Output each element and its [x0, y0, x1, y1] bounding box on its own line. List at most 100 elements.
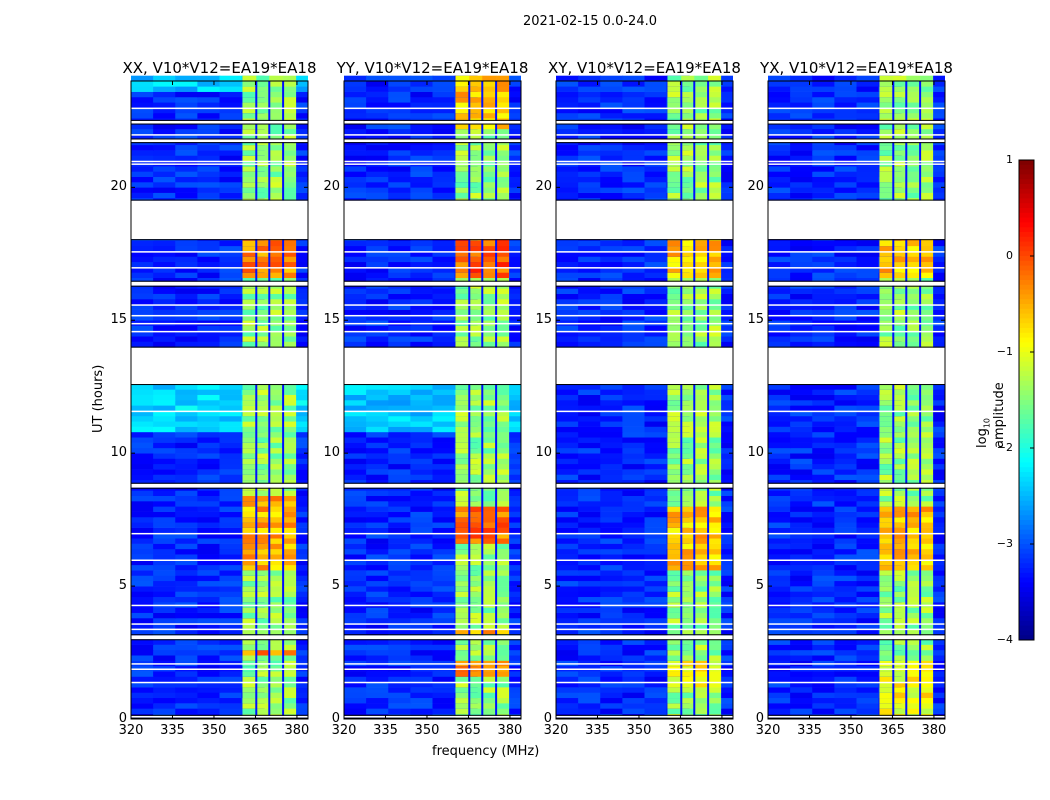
heatmap-cell: [131, 298, 154, 305]
heatmap-cell: [496, 336, 510, 342]
heatmap-cell: [482, 681, 497, 688]
flag-edge: [556, 717, 733, 719]
heatmap-cell: [694, 431, 709, 438]
heatmap-cell: [879, 543, 894, 550]
heatmap-cell: [681, 644, 695, 651]
heatmap-cell: [578, 612, 602, 619]
heatmap-cell: [344, 495, 367, 502]
heatmap-cell: [790, 415, 814, 422]
heatmap-cell: [432, 543, 456, 550]
heatmap-cell: [455, 91, 470, 98]
heatmap-cell: [694, 564, 709, 571]
heatmap-cell: [455, 166, 470, 172]
heatmap-cell: [509, 490, 521, 496]
heatmap-cell: [906, 575, 921, 582]
heatmap-cell: [366, 516, 390, 523]
heatmap-cell: [242, 644, 257, 651]
heatmap-cell: [131, 256, 154, 263]
heatmap-cell: [644, 102, 668, 108]
heatmap-cell: [834, 617, 858, 624]
flag-line: [131, 314, 308, 317]
heatmap-cell: [256, 293, 270, 300]
heatmap-cell: [269, 586, 284, 592]
flag-edge: [556, 138, 733, 140]
heatmap-cell: [296, 325, 308, 332]
heatmap-cell: [256, 501, 270, 507]
heatmap-cell: [644, 96, 668, 103]
heatmap-cell: [197, 134, 221, 140]
heatmap-cell: [410, 384, 434, 390]
heatmap-cell: [496, 655, 510, 661]
heatmap-cell: [153, 192, 177, 199]
heatmap-cell: [600, 431, 624, 438]
heatmap-cell: [269, 426, 284, 433]
heatmap-cell: [219, 676, 243, 683]
heatmap-cell: [432, 532, 456, 539]
heatmap-cell: [410, 607, 434, 613]
heatmap-cell: [366, 384, 390, 390]
heatmap-cell: [694, 543, 709, 550]
heatmap-cell: [175, 325, 199, 332]
heatmap-cell: [455, 548, 470, 555]
heatmap-cell: [366, 272, 390, 279]
heatmap-cell: [296, 341, 308, 348]
heatmap-cell: [482, 570, 497, 576]
heatmap-cell: [667, 309, 682, 316]
heatmap-cell: [175, 272, 199, 279]
subband-gap: [693, 81, 696, 719]
heatmap-cell: [197, 245, 221, 252]
heatmap-cell: [469, 81, 483, 87]
heatmap-cell: [893, 437, 907, 443]
heatmap-cell: [721, 501, 733, 507]
heatmap-cell: [153, 415, 177, 422]
heatmap-cell: [496, 123, 510, 130]
heatmap-cell: [366, 187, 390, 193]
heatmap-cell: [175, 671, 199, 677]
heatmap-cell: [219, 293, 243, 300]
heatmap-cell: [175, 309, 199, 316]
heatmap-cell: [708, 426, 722, 433]
heatmap-cell: [366, 123, 390, 130]
heatmap-cell: [242, 187, 257, 193]
heatmap-cell: [269, 570, 284, 576]
heatmap-cell: [893, 501, 907, 507]
heatmap-cell: [893, 639, 907, 645]
heatmap-cell: [153, 304, 177, 310]
heatmap-cell: [681, 81, 695, 87]
heatmap-cell: [344, 192, 367, 199]
heatmap-cell: [879, 495, 894, 502]
heatmap-cell: [496, 628, 510, 635]
heatmap-cell: [219, 182, 243, 188]
heatmap-cell: [768, 564, 791, 571]
heatmap-cell: [812, 532, 836, 539]
heatmap-cell: [388, 134, 412, 140]
heatmap-cell: [344, 469, 367, 475]
heatmap-cell: [432, 564, 456, 571]
heatmap-cell: [283, 447, 297, 454]
heatmap-cell: [219, 522, 243, 528]
heatmap-cell: [175, 410, 199, 417]
y-tick-label: 10: [323, 445, 340, 461]
heatmap-cell: [296, 442, 308, 449]
heatmap-cell: [667, 166, 682, 172]
heatmap-cell: [812, 400, 836, 406]
heatmap-cell: [721, 671, 733, 677]
heatmap-cell: [153, 708, 177, 714]
heatmap-cell: [496, 522, 510, 528]
heatmap-cell: [283, 155, 297, 162]
heatmap-cell: [708, 400, 722, 406]
heatmap-cell: [879, 564, 894, 571]
heatmap-cell: [175, 102, 199, 108]
heatmap-cell: [812, 442, 836, 449]
heatmap-cell: [432, 267, 456, 273]
heatmap-cell: [175, 463, 199, 470]
heatmap-cell: [256, 522, 270, 528]
heatmap-cell: [283, 415, 297, 422]
heatmap-cell: [768, 463, 791, 470]
heatmap-cell: [469, 150, 483, 156]
heatmap-cell: [906, 687, 921, 693]
heatmap-cell: [578, 400, 602, 406]
flag-edge: [556, 482, 733, 484]
heatmap-cell: [432, 187, 456, 193]
heatmap-cell: [388, 288, 412, 294]
